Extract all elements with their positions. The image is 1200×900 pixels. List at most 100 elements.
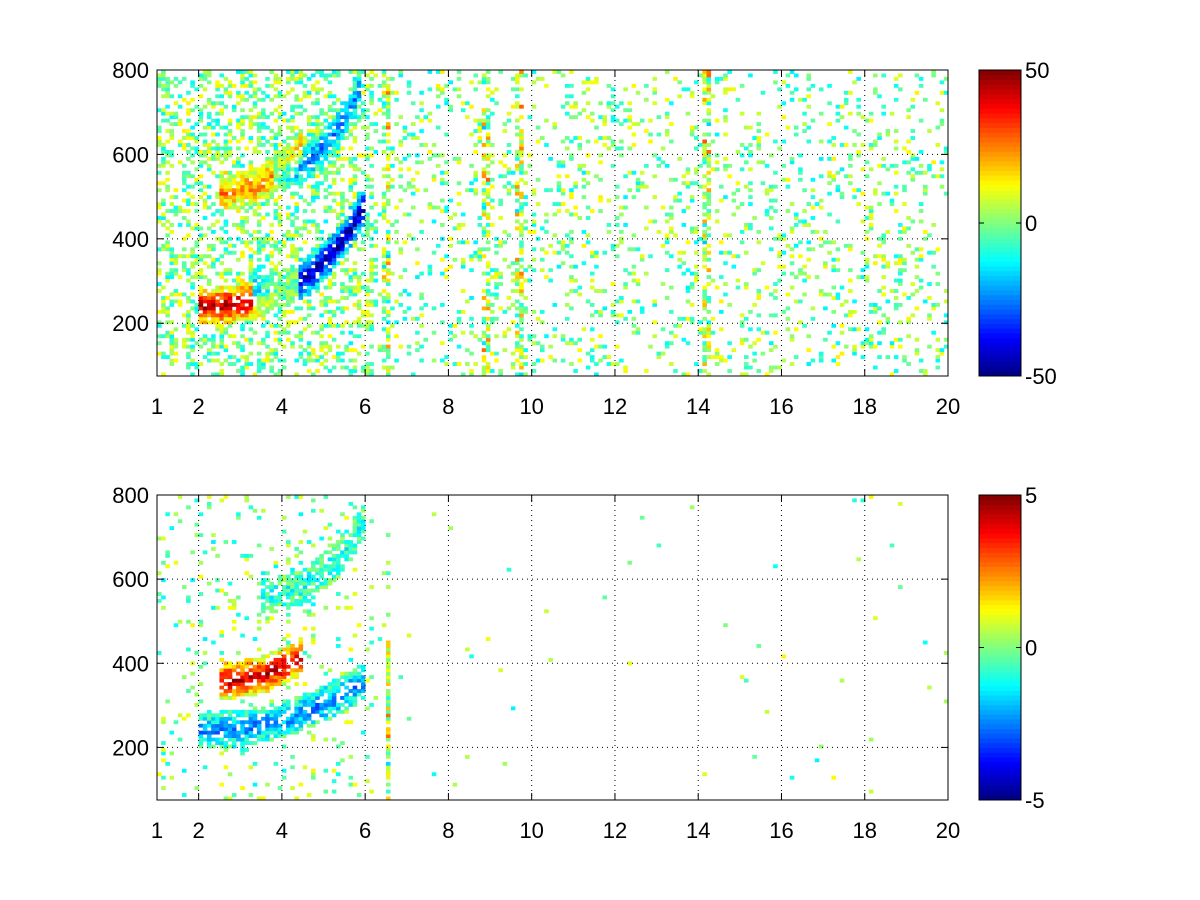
heatmap-cell	[311, 271, 316, 276]
heatmap-cell	[277, 261, 283, 266]
heatmap-cell	[169, 344, 175, 349]
heatmap-cell	[768, 226, 774, 231]
heatmap-cell	[369, 177, 374, 182]
heatmap-cell	[211, 744, 216, 749]
heatmap-cell	[902, 146, 907, 151]
heatmap-cell	[610, 87, 616, 92]
heatmap-cell	[660, 146, 666, 151]
heatmap-cell	[360, 195, 366, 200]
heatmap-cell	[256, 250, 262, 255]
heatmap-cell	[269, 268, 274, 273]
heatmap-cell	[298, 156, 304, 161]
heatmap-cell	[385, 184, 391, 189]
heatmap-cell	[202, 289, 208, 293]
heatmap-cell	[627, 118, 632, 123]
heatmap-cell	[252, 122, 258, 127]
heatmap-cell	[498, 240, 503, 245]
heatmap-cell	[327, 108, 333, 113]
heatmap-cell	[273, 108, 279, 113]
heatmap-cell	[631, 278, 637, 283]
heatmap-cell	[319, 685, 324, 690]
heatmap-cell	[177, 223, 183, 227]
heatmap-cell	[244, 90, 249, 95]
heatmap-cell	[898, 268, 903, 273]
heatmap-cell	[161, 156, 166, 161]
heatmap-cell	[610, 313, 616, 318]
heatmap-cell	[627, 309, 632, 314]
heatmap-cell	[702, 233, 707, 238]
heatmap-cell	[211, 351, 216, 356]
heatmap-cell	[781, 309, 787, 314]
heatmap-cell	[248, 720, 254, 725]
heatmap-cell	[873, 73, 878, 78]
heatmap-cell	[286, 184, 291, 189]
heatmap-cell	[261, 309, 266, 314]
heatmap-cell	[927, 250, 932, 255]
heatmap-cell	[169, 299, 175, 304]
heatmap-cell	[898, 271, 903, 276]
heatmap-cell	[281, 94, 287, 99]
heatmap-cell	[211, 540, 216, 544]
heatmap-cell	[415, 341, 420, 346]
heatmap-cell	[269, 609, 274, 614]
heatmap-cell	[298, 181, 304, 186]
heatmap-cell	[311, 692, 316, 697]
heatmap-cell	[219, 372, 225, 377]
heatmap-cell	[286, 640, 291, 645]
heatmap-cell	[739, 111, 745, 116]
heatmap-cell	[598, 358, 603, 363]
heatmap-cell	[385, 327, 391, 332]
heatmap-cell	[685, 87, 691, 92]
heatmap-cell	[356, 275, 362, 280]
heatmap-cell	[265, 306, 270, 311]
heatmap-cell	[914, 90, 920, 95]
heatmap-cell	[540, 136, 545, 140]
heatmap-cell	[290, 654, 295, 659]
heatmap-cell	[211, 713, 216, 718]
heatmap-cell	[269, 723, 274, 728]
heatmap-cell	[456, 76, 462, 81]
heatmap-cell	[186, 271, 191, 276]
heatmap-cell	[506, 181, 512, 186]
heatmap-cell	[473, 143, 478, 147]
heatmap-cell	[839, 351, 845, 356]
heatmap-cell	[306, 202, 312, 207]
heatmap-cell	[198, 723, 204, 728]
heatmap-cell	[519, 146, 524, 151]
heatmap-cell	[261, 296, 266, 300]
heatmap-cell	[385, 219, 391, 224]
heatmap-cell	[336, 233, 341, 238]
heatmap-cell	[502, 229, 508, 234]
heatmap-cell	[719, 309, 724, 314]
heatmap-cell	[261, 285, 266, 290]
heatmap-cell	[481, 80, 487, 85]
heatmap-cell	[331, 271, 337, 276]
heatmap-cell	[448, 243, 453, 248]
heatmap-cell	[306, 94, 312, 99]
heatmap-cell	[294, 334, 299, 339]
heatmap-cell	[161, 748, 166, 752]
heatmap-cell	[406, 83, 412, 88]
heatmap-cell	[290, 657, 295, 662]
heatmap-cell	[265, 344, 270, 349]
heatmap-cell	[298, 560, 304, 565]
heatmap-cell	[248, 268, 254, 273]
heatmap-cell	[427, 202, 433, 207]
heatmap-cell	[619, 299, 624, 304]
heatmap-cell	[706, 348, 712, 353]
heatmap-cell	[294, 713, 299, 718]
heatmap-cell	[248, 730, 254, 735]
heatmap-cell	[190, 264, 195, 269]
heatmap-cell	[635, 327, 641, 332]
heatmap-cell	[198, 73, 204, 78]
heatmap-cell	[852, 80, 857, 85]
heatmap-cell	[286, 730, 291, 735]
heatmap-cell	[227, 302, 233, 307]
heatmap-cell	[340, 285, 345, 290]
heatmap-cell	[219, 177, 225, 182]
heatmap-cell	[781, 80, 787, 85]
heatmap-cell	[560, 240, 566, 245]
heatmap-cell	[290, 285, 295, 290]
heatmap-cell	[406, 132, 412, 137]
